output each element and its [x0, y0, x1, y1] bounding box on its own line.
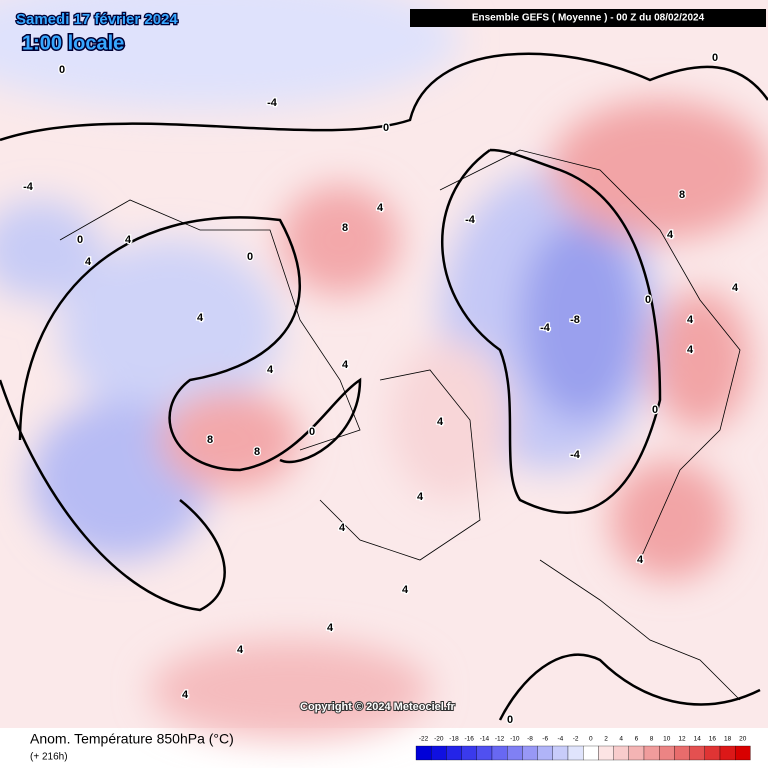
contour-label: 4 [417, 491, 424, 503]
time: 1:00 locale [22, 32, 124, 54]
contour-label: 4 [125, 234, 132, 246]
colorbar-tick-label: 10 [663, 736, 671, 743]
colorbar-swatch [659, 745, 675, 761]
colorbar-tick-label: 6 [635, 736, 639, 743]
colorbar-tick-label: -10 [510, 736, 520, 743]
colorbar-tick-label: -22 [419, 736, 429, 743]
contour-label: 4 [637, 554, 644, 566]
contour-label: 4 [687, 344, 694, 356]
colorbar-tick-label: 2 [604, 736, 608, 743]
colorbar-swatch [643, 745, 660, 761]
contour-label: 4 [197, 312, 204, 324]
contour-label: -4 [267, 97, 278, 109]
colorbar-swatch [719, 745, 736, 761]
contour-label: 4 [327, 622, 334, 634]
colorbar-swatch [735, 745, 751, 761]
colorbar-swatch [431, 745, 447, 761]
contour-label: 0 [59, 64, 65, 76]
contour-label: 4 [402, 584, 409, 596]
colorbar-tick-label: 4 [619, 736, 623, 743]
colorbar-tick-label: -6 [542, 736, 548, 743]
colorbar-swatch [613, 745, 629, 761]
contour-label: 4 [667, 229, 674, 241]
colorbar-swatch [476, 745, 493, 761]
contour-label: 8 [254, 446, 260, 458]
colorbar: -22 -20 -18 -16 -14 -12 -10 -8 -6 -4 -2 0 2 4 6 8 10 12 14… [415, 736, 751, 761]
colorbar-tick-label: -20 [434, 736, 444, 743]
contour-label: 0 [712, 52, 718, 64]
footer-lead: (+ 216h) [30, 752, 68, 763]
anomaly-field [0, 0, 768, 740]
contour-label: 4 [377, 202, 384, 214]
colorbar-swatch [567, 745, 584, 761]
colorbar-swatch [537, 745, 553, 761]
date: Samedi 17 février 2024 [16, 11, 178, 28]
zero-contours [0, 52, 768, 721]
contour-label: 4 [687, 314, 694, 326]
contour-label: 4 [85, 256, 92, 268]
contour-label: 0 [383, 122, 389, 134]
contour-label: 0 [652, 404, 658, 416]
copyright: Copyright © 2024 Meteociel.fr [300, 701, 456, 713]
colorbar-tick-label: 8 [650, 736, 654, 743]
contour-label: 0 [77, 234, 83, 246]
colorbar-tick-label: 16 [709, 736, 717, 743]
contour-label: 8 [342, 222, 348, 234]
colorbar-tick-label: 18 [724, 736, 732, 743]
colorbar-swatch [674, 745, 690, 761]
contour-label: 8 [679, 189, 685, 201]
colorbar-tick-label: -16 [464, 736, 474, 743]
colorbar-swatch [446, 745, 462, 761]
colorbar-swatch [628, 745, 645, 761]
colorbar-swatch [415, 745, 432, 761]
colorbar-swatch [689, 745, 705, 761]
colorbar-tick-label: -12 [495, 736, 505, 743]
model-box [410, 9, 766, 27]
contour-label: 4 [237, 644, 244, 656]
colorbar-tick-label: -14 [480, 736, 490, 743]
contour-label: 4 [339, 522, 346, 534]
contour-label: 4 [732, 282, 739, 294]
colorbar-tick-label: 20 [739, 736, 747, 743]
colorbar-swatch [522, 745, 538, 761]
colorbar-swatch [583, 745, 599, 761]
contour-label: 0 [507, 714, 513, 726]
colorbar-swatch [598, 745, 614, 761]
contour-label: -4 [465, 214, 476, 226]
contour-label: 8 [207, 434, 213, 446]
contour-label: 4 [267, 364, 274, 376]
colorbar-tick-label: -2 [573, 736, 579, 743]
colorbar-swatch [491, 745, 508, 761]
colorbar-tick-label: 12 [678, 736, 686, 743]
colorbar-swatch [507, 745, 523, 761]
colorbar-tick-label: -18 [449, 736, 459, 743]
model-info: Ensemble GEFS ( Moyenne ) - 00 Z du 08/0… [472, 13, 705, 24]
colorbar-swatch [461, 745, 477, 761]
colorbar-swatch [552, 745, 569, 761]
colorbar-tick-label: -4 [558, 736, 564, 743]
contour-label: 0 [247, 251, 253, 263]
contour-label: 0 [645, 294, 651, 306]
colorbar-tick-label: -8 [527, 736, 533, 743]
coastlines [59, 149, 741, 701]
colorbar-swatch [704, 745, 721, 761]
contour-label: -4 [23, 181, 34, 193]
colorbar-tick-label: 0 [589, 736, 593, 743]
contour-label: -4 [570, 449, 581, 461]
contour-label: 4 [182, 689, 189, 701]
contour-label: 0 [309, 426, 315, 438]
colorbar-tick-label: 14 [694, 736, 702, 743]
footer-title: Anom. Température 850hPa (°C) [30, 731, 234, 747]
contour-label: -8 [570, 314, 580, 326]
contour-label: -4 [540, 322, 551, 334]
contour-label: 4 [437, 416, 444, 428]
contour-label: 4 [342, 359, 349, 371]
contour-labels: -404-4040-4844-4-8-408448440448404444004… [22, 51, 740, 728]
